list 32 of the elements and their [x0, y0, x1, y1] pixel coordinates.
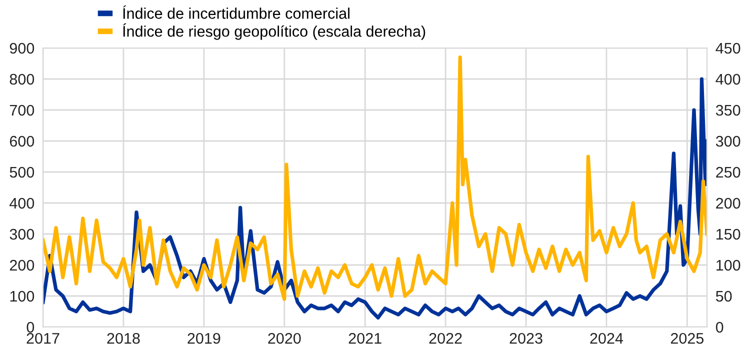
y-tick-label: 800 — [10, 74, 34, 85]
y2-tick-label: 200 — [716, 198, 740, 209]
y-tick-label: 700 — [10, 104, 34, 116]
x-tick-label: 2018 — [107, 332, 140, 344]
y2-tick-label: 400 — [716, 74, 740, 85]
y2-tick-label: 50 — [716, 290, 732, 302]
line-series — [43, 55, 707, 301]
y2-tick-label: 350 — [716, 104, 740, 116]
x-tick-label: 2017 — [26, 332, 60, 344]
x-tick-label: 2022 — [429, 332, 462, 344]
y-tick-label: 500 — [10, 166, 34, 178]
y2-tick-label: 100 — [716, 260, 740, 271]
y2-tick-label: 150 — [716, 228, 740, 240]
x-tick-label: 2020 — [268, 332, 301, 344]
y2-tick-label: 450 — [716, 42, 740, 54]
y2-tick-label: 300 — [716, 136, 740, 147]
legend-label: Índice de incertidumbre comercial — [123, 5, 350, 19]
y2-tick-label: 250 — [716, 166, 740, 178]
y-tick-label: 900 — [10, 42, 34, 54]
y-tick-label: 400 — [10, 198, 34, 209]
x-tick-label: 2024 — [590, 332, 624, 344]
x-tick-label: 2021 — [348, 332, 382, 344]
x-tick-label: 2023 — [510, 332, 542, 344]
y2-tick-label: 0 — [716, 322, 724, 333]
legend-label: Índice de riesgo geopolítico (escala derecha) — [123, 23, 426, 40]
y-tick-label: 600 — [10, 136, 34, 147]
y-tick-label: 100 — [10, 290, 34, 302]
x-tick-label: 2025 — [670, 332, 704, 344]
y-tick-label: 0 — [26, 322, 34, 333]
x-tick-label: 2019 — [188, 332, 220, 344]
y-tick-label: 200 — [10, 260, 34, 271]
y-tick-label: 300 — [10, 228, 34, 240]
